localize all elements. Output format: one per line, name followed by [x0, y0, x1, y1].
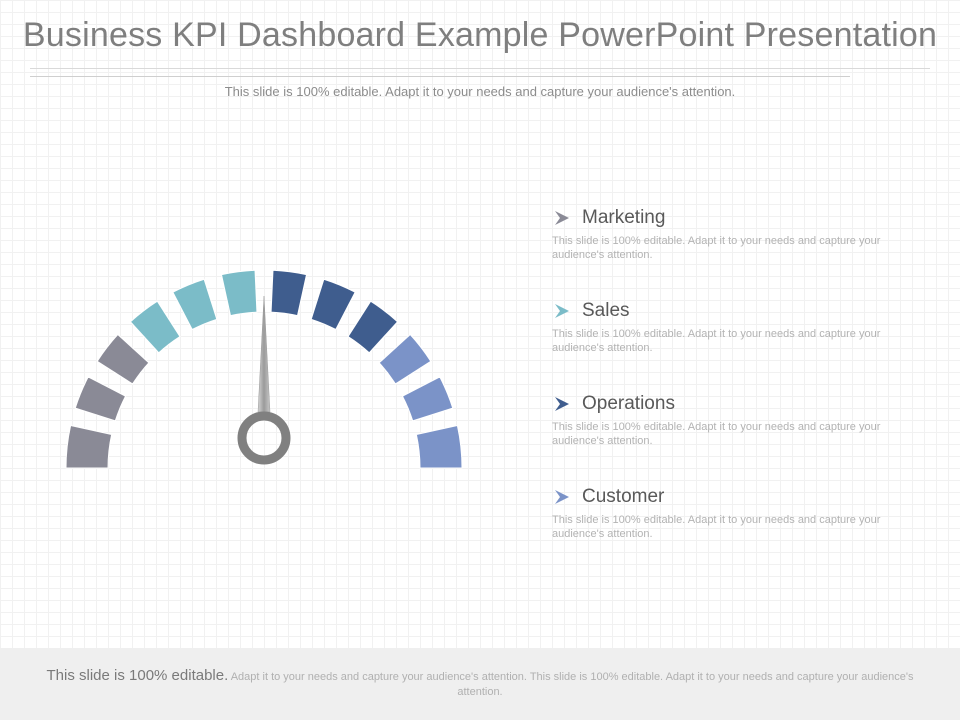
footer-lead: This slide is 100% editable.: [46, 667, 229, 684]
gauge-segment: [65, 424, 113, 469]
gauge-segment: [96, 333, 150, 385]
chevron-right-icon: [555, 397, 569, 411]
chevron-right-icon: [555, 304, 569, 318]
kpi-title: Sales: [582, 300, 630, 321]
kpi-description: This slide is 100% editable. Adapt it to…: [552, 235, 881, 261]
footer-body: Adapt it to your needs and capture your …: [230, 671, 914, 698]
gauge-segment: [74, 376, 127, 422]
kpi-marketing: Marketing This slide is 100% editable. A…: [552, 206, 912, 262]
gauge-segment: [310, 278, 356, 331]
gauge-segment: [378, 333, 432, 385]
kpi-description: This slide is 100% editable. Adapt it to…: [552, 421, 881, 447]
chevron-right-icon: [555, 490, 569, 504]
kpi-title: Customer: [582, 486, 665, 507]
gauge-segment: [220, 269, 258, 317]
footer-bar: This slide is 100% editable. Adapt it to…: [0, 648, 960, 720]
kpi-title: Marketing: [582, 207, 666, 228]
kpi-operations: Operations This slide is 100% editable. …: [552, 392, 912, 448]
title-divider-inner: [30, 76, 850, 77]
kpi-sales: Sales This slide is 100% editable. Adapt…: [552, 299, 912, 355]
gauge-needle: [257, 295, 271, 413]
kpi-description: This slide is 100% editable. Adapt it to…: [552, 328, 881, 354]
chevron-right-icon: [555, 211, 569, 225]
kpi-title: Operations: [582, 393, 675, 414]
gauge-segment: [129, 300, 181, 354]
gauge-segment: [415, 424, 463, 469]
gauge-segment: [347, 300, 399, 354]
title-divider: [30, 68, 930, 69]
slide-title: Business KPI Dashboard Example PowerPoin…: [22, 16, 938, 54]
gauge-segments: [65, 269, 463, 469]
gauge-segment: [270, 269, 308, 317]
kpi-description: This slide is 100% editable. Adapt it to…: [552, 514, 881, 540]
footer-text: This slide is 100% editable. Adapt it to…: [30, 668, 930, 700]
gauge-hub: [237, 411, 291, 465]
kpi-customer: Customer This slide is 100% editable. Ad…: [552, 485, 912, 541]
gauge-segment: [172, 278, 218, 331]
gauge-segment: [401, 376, 454, 422]
slide-subtitle: This slide is 100% editable. Adapt it to…: [224, 84, 736, 99]
